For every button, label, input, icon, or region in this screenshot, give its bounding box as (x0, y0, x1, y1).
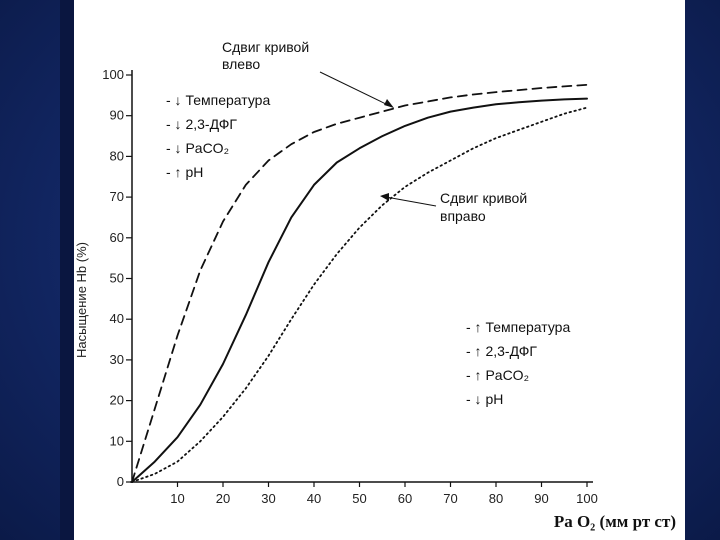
slide-card (60, 0, 685, 540)
right-shift-arrow (385, 196, 437, 207)
x-axis-label: Ра О₂ (мм рт ст) (554, 512, 676, 531)
right-factor-paco2: - ↑ PaCO₂ (466, 367, 529, 383)
y-axis-label: Насыщение Нb (%) (74, 242, 89, 358)
y-tick-label: 20 (110, 393, 124, 408)
right-shift-title-line1: Сдвиг кривой (440, 190, 527, 206)
x-tick-label: 80 (489, 491, 503, 506)
y-tick-label: 100 (102, 67, 124, 82)
series-layer (131, 83, 588, 483)
left-shift-title-line2: влево (222, 56, 260, 72)
y-tick-label: 40 (110, 311, 124, 326)
left-factor-temperature: - ↓ Температура (166, 92, 270, 108)
left-factor-paco2: - ↓ PaCO₂ (166, 140, 229, 156)
right-shift-arrowhead (380, 193, 389, 201)
y-tick-label: 50 (110, 271, 124, 286)
x-tick-label: 50 (352, 491, 366, 506)
left-factor-dpg: - ↓ 2,3-ДФГ (166, 116, 237, 132)
left-shift-title-line1: Сдвиг кривой (222, 39, 309, 55)
left-shift-arrowhead (384, 99, 394, 108)
y-tick-label: 10 (110, 433, 124, 448)
y-tick-label: 60 (110, 230, 124, 245)
left-factor-ph: - ↑ pH (166, 164, 203, 180)
x-tick-label: 60 (398, 491, 412, 506)
annotation-layer: Сдвиг кривой влево Сдвиг кривой вправо -… (166, 39, 570, 407)
x-tick-label: 30 (261, 491, 275, 506)
right-factor-ph: - ↓ pH (466, 391, 503, 407)
left-shift-arrow (319, 71, 391, 107)
y-tick-label: 30 (110, 352, 124, 367)
axes-layer: 0 10 20 30 40 50 60 70 80 90 100 10 20 30 40 50 60 70 80 90… (102, 67, 598, 506)
x-tick-label: 70 (443, 491, 457, 506)
right-factor-temperature: - ↑ Температура (466, 319, 570, 335)
x-tick-label: 10 (170, 491, 184, 506)
x-tick-label: 90 (534, 491, 548, 506)
card-edge-stripe (60, 0, 74, 540)
y-tick-label: 70 (110, 189, 124, 204)
series-dotted-curve (131, 106, 588, 483)
x-tick-label: 100 (576, 491, 598, 506)
y-tick-label: 80 (110, 148, 124, 163)
x-tick-label: 40 (307, 491, 321, 506)
y-tick-label: 90 (110, 108, 124, 123)
series-solid-curve (131, 97, 588, 483)
right-shift-title-line2: вправо (440, 208, 486, 224)
series-dashed-curve (131, 83, 588, 483)
y-tick-label: 0 (117, 474, 124, 489)
right-factor-dpg: - ↑ 2,3-ДФГ (466, 343, 537, 359)
x-tick-label: 20 (216, 491, 230, 506)
